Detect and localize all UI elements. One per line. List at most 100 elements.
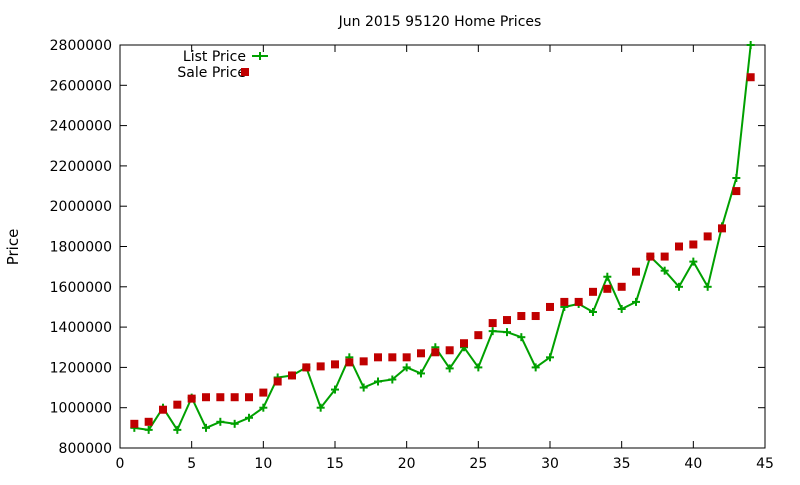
y-tick-label: 2200000 — [50, 159, 112, 175]
y-tick-label: 1600000 — [50, 280, 112, 296]
series-layer — [130, 41, 755, 434]
list-price-point — [202, 423, 210, 432]
x-tick-label: 40 — [684, 456, 702, 472]
sale-price-point — [732, 187, 741, 196]
x-tick-label: 0 — [116, 456, 125, 472]
sale-price-point — [460, 339, 468, 348]
sale-price-point — [503, 316, 511, 325]
list-price-point — [331, 385, 339, 394]
y-tick-label: 1000000 — [50, 401, 112, 417]
y-tick-label: 1400000 — [50, 320, 112, 336]
sale-price-point — [689, 240, 698, 249]
sale-price-point — [402, 353, 411, 362]
list-price-point — [503, 328, 511, 337]
list-price-point — [173, 425, 182, 434]
sale-price-point — [230, 393, 239, 402]
sale-price-point — [445, 346, 454, 355]
x-tick-label: 45 — [756, 456, 774, 472]
y-tick-label: 2800000 — [50, 38, 112, 54]
x-tick-label: 25 — [469, 456, 487, 472]
list-price-point — [474, 363, 483, 372]
list-price-point — [216, 417, 225, 426]
sale-price-point — [173, 400, 182, 409]
list-price-point — [445, 364, 454, 373]
list-price-point — [589, 307, 597, 316]
legend: List Price Sale Price — [177, 49, 268, 81]
x-tick-label: 20 — [398, 456, 416, 472]
list-price-point — [488, 327, 497, 336]
legend-label-list-price: List Price — [183, 49, 246, 65]
sale-price-point — [216, 393, 225, 402]
list-price-point — [531, 363, 540, 372]
sale-price-point — [574, 297, 583, 306]
sale-price-point — [359, 357, 368, 366]
list-price-line — [134, 44, 752, 431]
sale-price-point — [517, 312, 526, 321]
sale-price-point — [417, 349, 425, 358]
chart-title: Jun 2015 95120 Home Prices — [338, 14, 542, 30]
sale-price-point — [331, 360, 339, 369]
axis-ticks: 0 5 10 15 20 25 30 35 40 45 800000 1000000 1200000 14… — [50, 38, 774, 472]
sale-price-point — [130, 419, 139, 428]
list-price-point — [517, 333, 526, 342]
sale-price-point — [273, 377, 282, 386]
list-price-point — [316, 403, 325, 412]
list-price-point — [259, 403, 268, 412]
sale-price-point — [746, 73, 755, 82]
x-tick-label: 10 — [254, 456, 272, 472]
list-price-point — [632, 297, 640, 306]
sale-price-point — [632, 267, 640, 276]
list-price-point — [417, 369, 425, 378]
y-tick-label: 1200000 — [50, 360, 112, 376]
sale-price-point — [316, 362, 325, 371]
list-price-point — [675, 282, 683, 291]
legend-sample-sale-price — [241, 68, 249, 76]
sale-price-point — [144, 417, 153, 426]
list-price-point — [359, 383, 368, 392]
sale-price-point — [617, 282, 626, 291]
sale-price-point — [474, 331, 483, 340]
sale-price-point — [159, 405, 167, 414]
list-price-point — [230, 419, 239, 428]
sale-price-point — [187, 394, 196, 403]
sale-price-point — [703, 232, 712, 241]
y-tick-label: 1800000 — [50, 240, 112, 256]
y-tick-label: 800000 — [59, 441, 112, 457]
sale-price-point — [718, 224, 726, 233]
list-price-point — [732, 173, 741, 182]
sale-price-point — [259, 388, 268, 397]
y-tick-label: 2400000 — [50, 119, 112, 135]
y-tick-label: 2600000 — [50, 78, 112, 94]
sale-price-point — [546, 302, 554, 311]
list-price-point — [660, 266, 669, 275]
plot-frame — [119, 44, 766, 449]
sale-price-point — [288, 371, 296, 380]
y-axis-label: Price — [4, 229, 22, 266]
list-price-point — [603, 272, 612, 281]
list-price-point — [703, 282, 712, 291]
sale-price-point — [202, 393, 210, 402]
sale-price-point — [660, 252, 669, 261]
sale-price-point — [603, 284, 612, 293]
legend-label-sale-price: Sale Price — [177, 65, 246, 81]
list-price-point — [402, 363, 411, 372]
sale-price-point — [560, 297, 569, 306]
sale-price-point — [531, 312, 540, 321]
list-price-point — [546, 353, 554, 362]
list-price-point — [374, 377, 382, 386]
list-price-point — [617, 304, 626, 313]
sale-price-point — [245, 393, 253, 402]
x-tick-label: 5 — [187, 456, 196, 472]
sale-price-point — [388, 353, 397, 362]
y-tick-label: 2000000 — [50, 199, 112, 215]
sale-price-point — [431, 348, 440, 357]
list-price-point — [144, 425, 153, 434]
list-price-point — [245, 413, 253, 422]
sale-price-point — [589, 287, 597, 296]
x-tick-label: 35 — [613, 456, 631, 472]
x-tick-label: 30 — [541, 456, 559, 472]
sale-price-point — [345, 358, 354, 367]
x-tick-label: 15 — [326, 456, 344, 472]
